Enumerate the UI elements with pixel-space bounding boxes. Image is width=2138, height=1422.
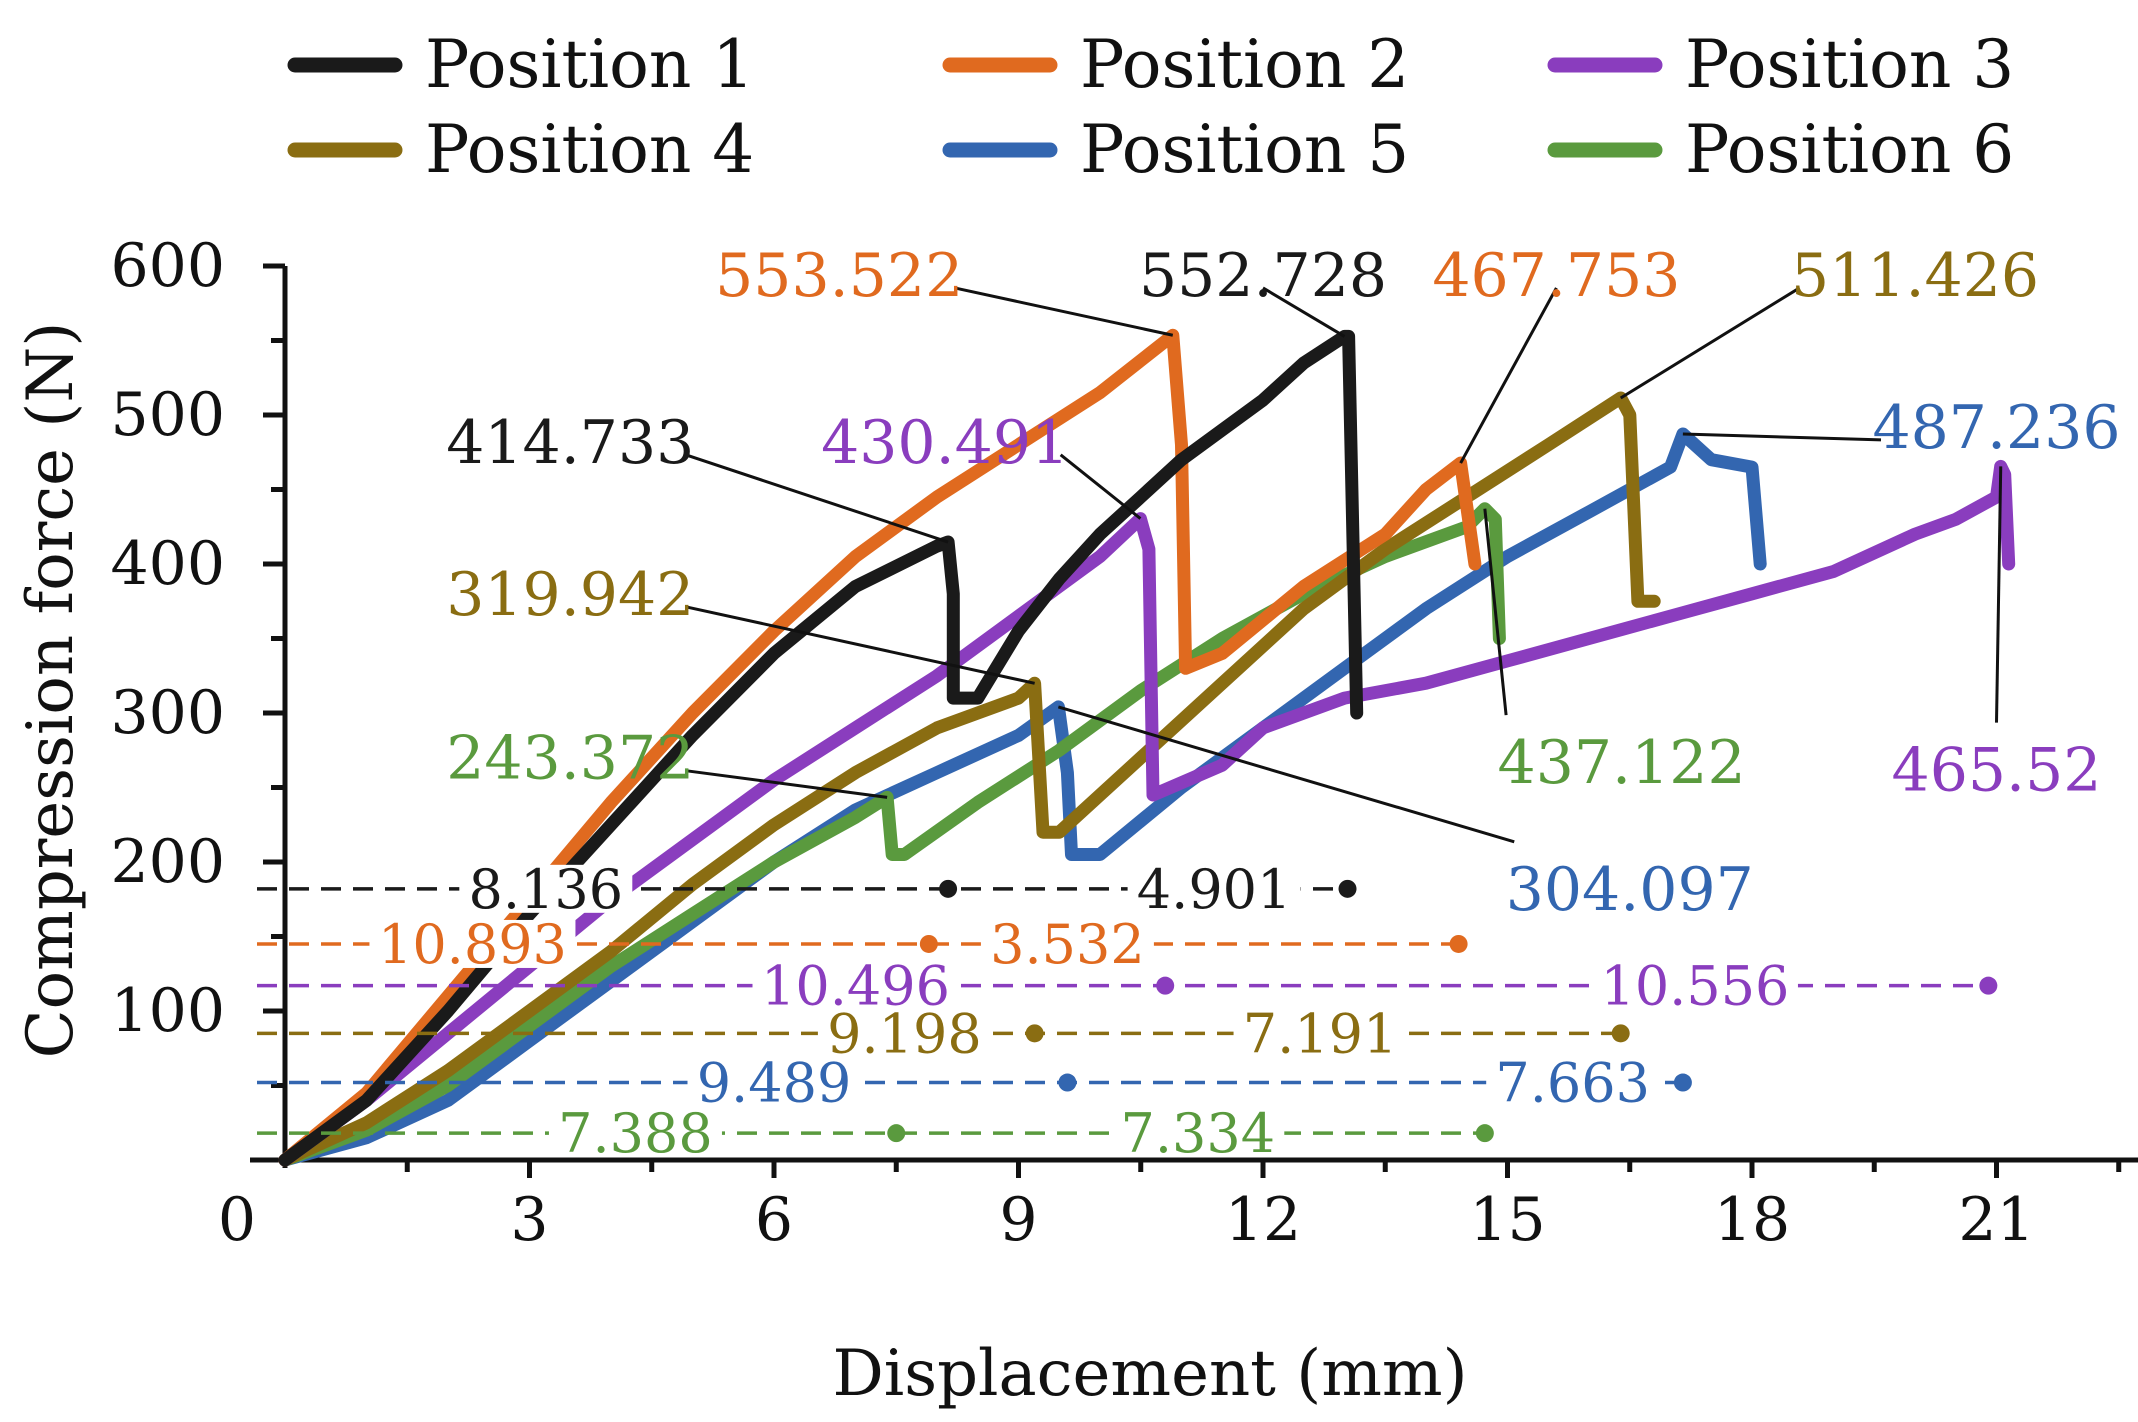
x-tick-label: 12 [1225, 1185, 1301, 1255]
segment-label: 10.893 [378, 913, 567, 976]
series-line-6 [278, 502, 1506, 1167]
segment-end-dot [1338, 879, 1357, 898]
y-tick-label: 400 [110, 529, 225, 599]
segment-label: 7.334 [1121, 1102, 1276, 1165]
segment-label-bg [1127, 864, 1301, 913]
y-tick-label: 600 [110, 231, 225, 301]
series-line-5 [278, 427, 1767, 1167]
segment-label: 8.136 [469, 858, 624, 921]
x-tick-label: 21 [1958, 1185, 2034, 1255]
series-line-1 [278, 329, 1364, 1167]
segment-label-bg [1486, 1058, 1660, 1107]
segment-end-dot [887, 1124, 906, 1143]
segment-label-bg [687, 1058, 861, 1107]
peak-leader-line [1262, 286, 1346, 338]
segment-label-bg [548, 1109, 722, 1158]
legend-label: Position 1 [425, 26, 754, 103]
segment-end-dot [939, 879, 958, 898]
peak-leader-line [1459, 287, 1558, 464]
peak-leader-line [685, 605, 1035, 685]
peak-value-label: 553.522 [715, 241, 963, 311]
segment-end-dot [1979, 976, 1998, 995]
legend-label: Position 5 [1080, 111, 1409, 188]
segment-label-bg [1233, 1009, 1407, 1058]
peak-leader-line [1995, 466, 2003, 723]
axes: 0 3 6 9 12 15 18 21 100 200 300 400 500 600 [110, 231, 2138, 1255]
legend-label: Position 3 [1685, 26, 2014, 103]
peak-leader-line [1619, 286, 1801, 400]
segment-label-bg [980, 919, 1154, 968]
segment-label: 3.532 [990, 913, 1145, 976]
peak-value-label: 511.426 [1791, 241, 2039, 311]
y-tick-label: 500 [110, 380, 225, 450]
segment-label: 7.191 [1243, 1002, 1398, 1065]
segment-label-bg [1591, 961, 1798, 1010]
x-tick-label: 6 [755, 1185, 793, 1255]
segment-end-dot [1475, 1124, 1494, 1143]
segment-end-dot [919, 934, 938, 953]
x-tick-label: 9 [999, 1185, 1037, 1255]
series-line-4 [278, 391, 1661, 1167]
segment-label: 4.901 [1137, 858, 1292, 921]
segment-label: 7.388 [558, 1102, 713, 1165]
segment-end-dot [1025, 1024, 1044, 1043]
segment-label-bg [752, 961, 959, 1010]
peak-leader-line [1059, 453, 1142, 520]
peak-leader-line [685, 453, 949, 544]
x-tick-label: 18 [1714, 1185, 1790, 1255]
segment-label: 10.556 [1600, 955, 1789, 1018]
segment-label: 10.496 [761, 955, 950, 1018]
segment-label-bg [1111, 1109, 1285, 1158]
x-tick-label: 0 [218, 1185, 256, 1255]
peak-leader-line [1483, 508, 1508, 716]
segment-label-bg [369, 919, 576, 968]
segment-label: 9.198 [827, 1002, 982, 1065]
segment-layer: 8.136 4.901 10.893 3.532 10.496 10.556 9.198 7.… [257, 858, 1998, 1165]
peak-leader-line [1057, 705, 1515, 844]
peak-value-label: 465.52 [1892, 736, 2102, 806]
legend: Position 1 Position 2 Position 3 Position 4… [287, 26, 2014, 188]
peak-value-label: 319.942 [446, 560, 694, 630]
segment-label: 7.663 [1495, 1052, 1650, 1115]
peak-leader-line [954, 286, 1174, 337]
segment-label-bg [817, 1009, 991, 1058]
peak-leader-line [1682, 432, 1882, 442]
peak-value-label: 552.728 [1139, 241, 1387, 311]
segment-label-bg [459, 864, 633, 913]
peak-value-label: 430.491 [821, 408, 1069, 478]
peak-value-label: 487.236 [1872, 393, 2120, 463]
y-tick-label: 100 [110, 976, 225, 1046]
peak-value-label: 304.097 [1506, 855, 1754, 925]
x-tick-label: 3 [510, 1185, 548, 1255]
peak-value-label: 243.372 [446, 724, 694, 794]
segment-end-dot [1611, 1024, 1630, 1043]
y-tick-label: 300 [110, 678, 225, 748]
x-tick-label: 15 [1469, 1185, 1545, 1255]
peak-value-label: 414.733 [446, 408, 694, 478]
segment-label: 9.489 [697, 1052, 852, 1115]
legend-label: Position 2 [1080, 26, 1409, 103]
series-line-3 [278, 459, 2016, 1167]
peak-leader-line [685, 769, 888, 799]
peak-label-layer: 414.733 552.728 553.522 467.753 430.491 465.5… [446, 241, 2120, 925]
x-axis-title: Displacement (mm) [832, 1337, 1467, 1411]
segment-end-dot [1156, 976, 1175, 995]
legend-label: Position 4 [425, 111, 754, 188]
peak-value-label: 467.753 [1432, 241, 1680, 311]
legend-label: Position 6 [1685, 111, 2014, 188]
segment-end-dot [1058, 1073, 1077, 1092]
segment-end-dot [1449, 934, 1468, 953]
y-tick-label: 200 [110, 827, 225, 897]
peak-value-label: 437.122 [1498, 728, 1746, 798]
y-axis-title: Compression force (N) [14, 322, 88, 1059]
segment-end-dot [1673, 1073, 1692, 1092]
